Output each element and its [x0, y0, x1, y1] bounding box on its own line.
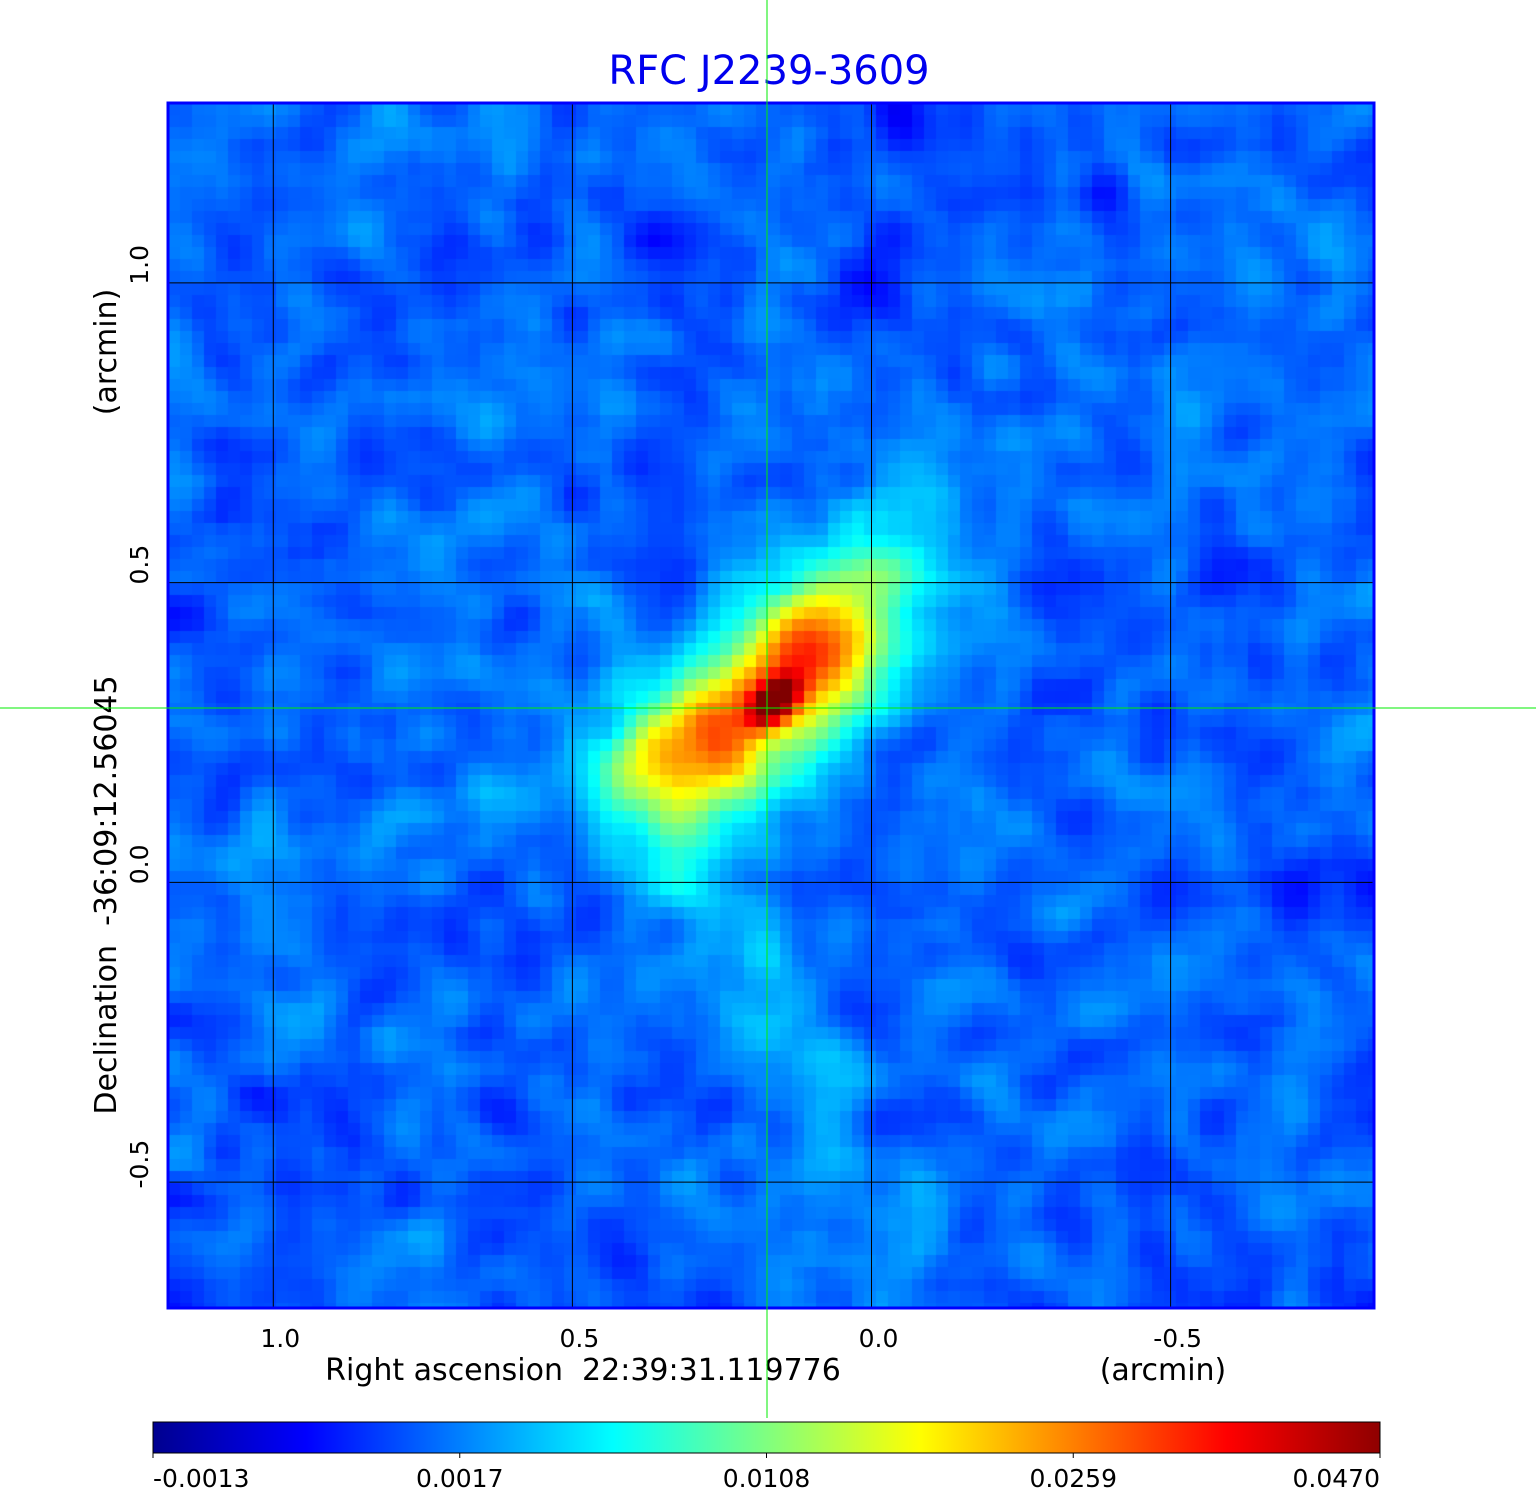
x-tick-label: 0.0 [859, 1324, 899, 1353]
y-tick-labels: 1.0 0.5 0.0 -0.5 [125, 245, 154, 1189]
plot-frame [166, 101, 1376, 1310]
colorbar-tick-label: 0.0017 [416, 1464, 503, 1493]
x-axis-label: Right ascension 22:39:31.119776 [325, 1353, 841, 1388]
y-tick-label: 1.0 [125, 245, 154, 285]
colorbar-ticks: -0.0013 0.0017 0.0108 0.0259 0.0470 [152, 1453, 1381, 1493]
colorbar-tick-label: 0.0259 [1030, 1464, 1117, 1493]
colorbar-tick-label: 0.0108 [723, 1464, 810, 1493]
x-tick-label: 1.0 [260, 1324, 300, 1353]
y-tick-label: 0.0 [125, 844, 154, 884]
grid-lines [168, 103, 1374, 1308]
y-axis-unit: (arcmin) [89, 289, 124, 416]
radio-intensity-map [168, 103, 1374, 1308]
colorbar [152, 1421, 1381, 1454]
colorbar-tick-label: -0.0013 [153, 1464, 250, 1493]
colorbar-tick-label: 0.0470 [1293, 1464, 1380, 1493]
y-axis-label: Declination -36:09:12.56045 [89, 675, 124, 1114]
chart-title: RFC J2239-3609 [608, 48, 929, 94]
x-axis-unit: (arcmin) [1100, 1353, 1227, 1388]
y-tick-label: 0.5 [125, 545, 154, 585]
x-tick-label: 0.5 [560, 1324, 600, 1353]
x-tick-label: -0.5 [1153, 1324, 1202, 1353]
y-tick-label: -0.5 [125, 1140, 154, 1189]
x-tick-labels: 1.0 0.5 0.0 -0.5 [260, 1324, 1202, 1353]
